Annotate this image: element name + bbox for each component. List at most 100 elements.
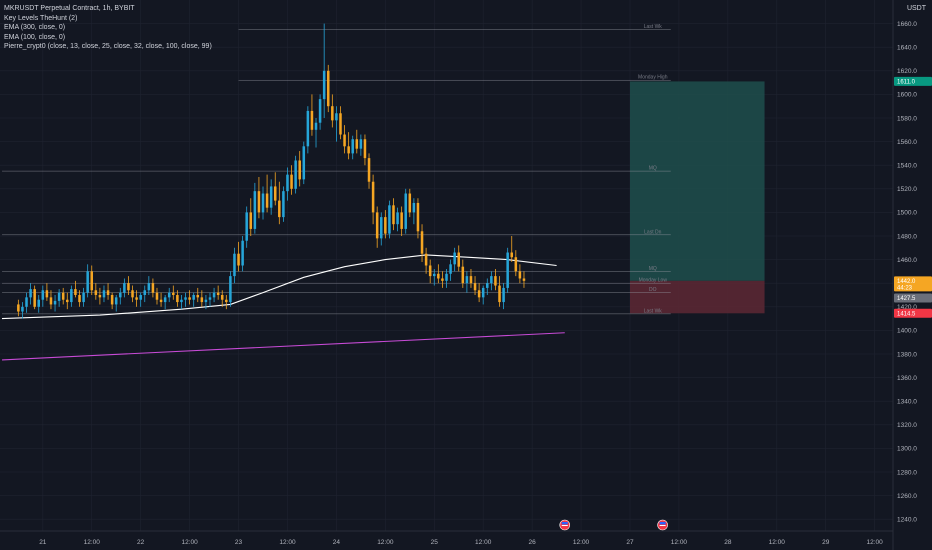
candle	[147, 276, 151, 295]
candle	[457, 245, 460, 272]
candle	[518, 264, 522, 284]
candle-body	[94, 290, 98, 295]
x-tick-label: 12:00	[671, 539, 688, 546]
economic-events[interactable]	[559, 519, 668, 531]
candle-body	[306, 110, 310, 147]
y-tick-label: 1320.0	[897, 422, 917, 429]
indicator-ema-300[interactable]: EMA (300, close, 0)	[4, 24, 66, 32]
candle	[233, 247, 236, 284]
candle	[269, 179, 273, 215]
candle-body	[473, 283, 477, 291]
candle	[143, 285, 147, 303]
candle-body	[449, 264, 452, 274]
candle	[465, 271, 469, 293]
candle	[445, 269, 448, 288]
candle	[184, 292, 187, 307]
candle	[163, 295, 167, 310]
candle-body	[17, 304, 20, 312]
us-flag-event-icon[interactable]	[559, 519, 571, 531]
symbol-title[interactable]: MKRUSDT Perpetual Contract, 1h, BYBIT	[4, 5, 135, 12]
candle-body	[388, 205, 391, 234]
candle	[204, 295, 208, 310]
time-axis[interactable]: 21 12:00 22 12:00 23 12:00 24 12:00 25 12:00 26 12:…	[0, 530, 893, 546]
candle	[278, 181, 281, 225]
target-zone[interactable]	[629, 81, 765, 281]
candle	[510, 236, 514, 262]
candle	[428, 259, 432, 284]
candle	[486, 278, 489, 295]
candle-body	[216, 292, 220, 295]
candle	[522, 271, 526, 288]
candle-body	[53, 300, 57, 305]
candle-body	[433, 273, 436, 277]
candle	[53, 295, 57, 312]
candle-body	[110, 295, 114, 305]
y-tick-label: 1460.0	[897, 257, 917, 264]
candle-body	[233, 253, 236, 277]
candle-body	[408, 193, 412, 213]
candle	[21, 302, 24, 319]
candle	[461, 259, 465, 288]
candle-body	[90, 271, 94, 291]
price-tag-target	[894, 76, 932, 86]
candle-body	[343, 134, 346, 147]
candle	[110, 292, 114, 310]
indicator-key-levels[interactable]: Key Levels TheHunt (2)	[4, 14, 78, 22]
x-tick-label: 12:00	[573, 539, 590, 546]
candle-body	[375, 212, 379, 239]
ema-300-line	[2, 332, 565, 361]
price-tags: 1611.0 1442.044:23 1427.5 1414.5	[894, 76, 932, 318]
candle-body	[302, 146, 306, 180]
moving-averages	[1, 254, 565, 361]
key-level-label: MQ	[649, 266, 657, 272]
y-tick-label: 1260.0	[897, 493, 917, 500]
candle-body	[424, 253, 428, 266]
candle-body	[196, 295, 200, 298]
us-flag-event-icon[interactable]	[657, 519, 668, 531]
candle-body	[477, 290, 481, 298]
x-tick-label: 12:00	[181, 539, 198, 546]
candle	[498, 276, 501, 307]
ema-100-line	[1, 254, 557, 320]
candle-body	[119, 292, 122, 298]
key-level-label: DO	[649, 287, 657, 293]
key-level-label: Monday High	[638, 75, 668, 81]
key-level-label: Last Wk	[644, 308, 663, 314]
candle	[265, 174, 269, 213]
candle-body	[486, 283, 489, 288]
candle-body	[510, 252, 514, 258]
position-zones[interactable]	[629, 81, 765, 314]
candle-body	[200, 297, 204, 303]
candle-body	[400, 212, 403, 229]
event-flag-canton	[659, 522, 666, 525]
candle-body	[278, 200, 281, 218]
candle-body	[359, 139, 363, 149]
candle-body	[490, 276, 493, 284]
candle	[379, 212, 383, 246]
candle	[61, 287, 65, 305]
candle-body	[253, 191, 257, 229]
candle	[437, 264, 440, 284]
price-axis[interactable]: 1660.0 1640.0 1620.0 1600.0 1580.0 1560.0 1540…	[892, 0, 917, 550]
candle	[494, 269, 497, 291]
candle	[131, 285, 134, 303]
candle	[70, 285, 73, 307]
stop-zone[interactable]	[629, 280, 765, 314]
x-tick-label: 29	[822, 539, 830, 546]
candle-body	[37, 299, 41, 307]
y-tick-label: 1660.0	[897, 21, 917, 28]
candle	[98, 287, 102, 305]
candle	[375, 206, 379, 248]
candle-body	[241, 240, 244, 266]
y-tick-label: 1580.0	[897, 115, 917, 122]
candle	[290, 165, 293, 195]
candle	[29, 283, 32, 305]
key-level-label: Monday Low	[639, 278, 668, 284]
indicator-ema-100[interactable]: EMA (100, close, 0)	[4, 33, 66, 41]
candle-body	[123, 283, 126, 293]
candle-body	[61, 292, 65, 300]
candle-body	[225, 299, 228, 303]
indicator-pierre-crypt0[interactable]: Pierre_crypt0 (close, 13, close, 25, clo…	[4, 43, 212, 51]
